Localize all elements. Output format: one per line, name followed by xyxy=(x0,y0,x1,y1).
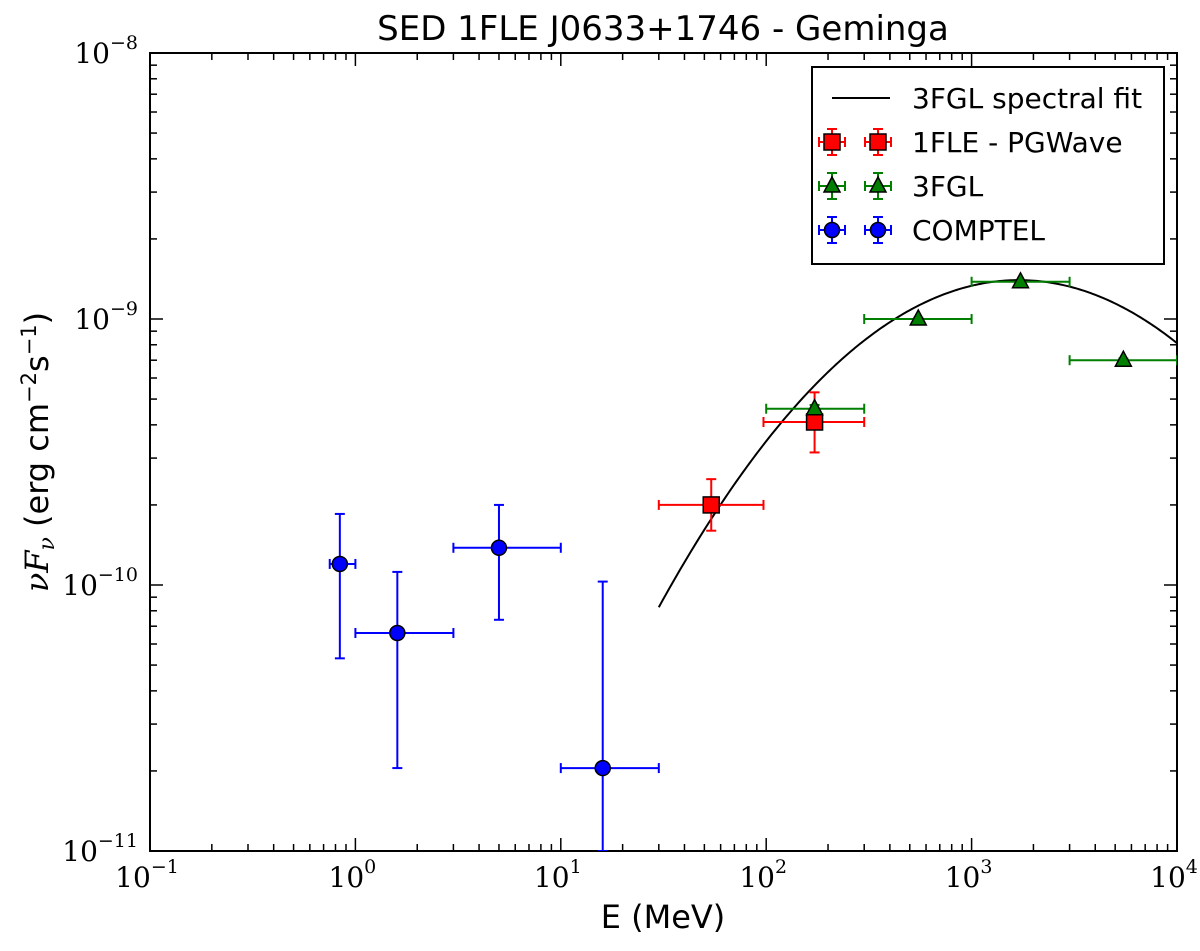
fit-curve xyxy=(657,279,1177,608)
legend-label-pgwave: 1FLE - PGWave xyxy=(912,126,1123,159)
data-point xyxy=(805,413,824,431)
data-point xyxy=(594,759,611,777)
data-point xyxy=(490,539,508,557)
x-tick-base: 10 xyxy=(945,861,981,894)
y-tick-exponent: −8 xyxy=(110,32,138,54)
x-tick-base: 10 xyxy=(329,861,365,894)
legend-label-3fgl: 3FGL xyxy=(912,170,984,203)
tick-marks xyxy=(149,52,1178,852)
legend-symbol-3fgl xyxy=(818,172,892,200)
data-point xyxy=(805,398,824,416)
y-tick-exponent: −11 xyxy=(98,830,138,852)
series-3fgl xyxy=(765,271,1177,416)
x-tick-exponent: 3 xyxy=(980,856,992,878)
chart-title: SED 1FLE J0633+1746 - Geminga xyxy=(377,9,949,49)
x-tick-label: 103 xyxy=(945,856,993,894)
x-tick-label: 101 xyxy=(534,856,582,894)
legend-symbol-pgwave xyxy=(818,128,892,156)
series-comptel xyxy=(328,503,660,851)
y-tick-label: 10−11 xyxy=(62,830,138,868)
x-tick-base: 10 xyxy=(115,861,151,894)
x-tick-base: 10 xyxy=(1150,861,1186,894)
y-label-exp2: −1 xyxy=(17,324,41,355)
legend-symbol-comptel xyxy=(818,216,892,244)
x-tick-exponent: 2 xyxy=(775,856,787,878)
legend-marker xyxy=(822,175,842,193)
data-point xyxy=(1011,271,1030,289)
legend: 3FGL spectral fit 1FLE - PGWave 3FGL COM… xyxy=(811,66,1165,265)
data-point xyxy=(331,555,349,573)
y-tick-exponent: −10 xyxy=(98,564,138,586)
plot-border xyxy=(149,52,1178,852)
axes-frame xyxy=(149,52,1178,852)
x-tick-exponent: −1 xyxy=(151,856,179,878)
x-tick-exponent: 0 xyxy=(364,856,376,878)
x-tick-label: 102 xyxy=(739,856,787,894)
legend-marker xyxy=(869,133,887,151)
y-label-exp1: −2 xyxy=(17,372,41,403)
y-label-subscript: ν xyxy=(35,537,60,550)
y-label-units-close: ) xyxy=(18,312,56,324)
x-tick-labels: 10−1 100 101 102 103 104 xyxy=(115,856,1198,894)
x-tick-base: 10 xyxy=(739,861,775,894)
x-tick-base: 10 xyxy=(534,861,570,894)
y-tick-base: 10 xyxy=(74,37,110,70)
y-label-units-open: (erg cm xyxy=(18,403,56,537)
legend-label-fit: 3FGL spectral fit xyxy=(912,82,1142,115)
x-tick-exponent: 4 xyxy=(1186,856,1198,878)
legend-marker xyxy=(869,221,887,239)
x-tick-label: 100 xyxy=(329,856,377,894)
y-tick-label: 10−10 xyxy=(62,564,138,602)
y-tick-base: 10 xyxy=(62,569,98,602)
y-tick-base: 10 xyxy=(62,835,98,868)
data-point xyxy=(909,308,928,326)
x-axis-label: E (MeV) xyxy=(601,898,726,936)
x-tick-label: 104 xyxy=(1150,856,1198,894)
x-tick-exponent: 1 xyxy=(570,856,582,878)
y-tick-exponent: −9 xyxy=(110,298,138,320)
y-tick-label: 10−8 xyxy=(74,32,138,70)
y-label-units-mid: s xyxy=(18,355,56,372)
data-point xyxy=(702,496,720,514)
legend-label-comptel: COMPTEL xyxy=(912,214,1045,247)
plot-area xyxy=(328,271,1177,851)
y-label-symbol: νF xyxy=(18,549,56,592)
legend-marker xyxy=(868,175,888,193)
legend-marker xyxy=(823,221,841,239)
series-1fle-pgwave xyxy=(657,391,866,532)
y-tick-label: 10−9 xyxy=(74,298,138,336)
x-tick-label: 10−1 xyxy=(115,856,179,894)
data-point xyxy=(1114,349,1133,367)
y-axis-label: νFν (erg cm−2s−1) xyxy=(17,312,60,592)
y-tick-base: 10 xyxy=(74,303,110,336)
legend-marker xyxy=(823,133,841,151)
data-point xyxy=(389,624,406,642)
